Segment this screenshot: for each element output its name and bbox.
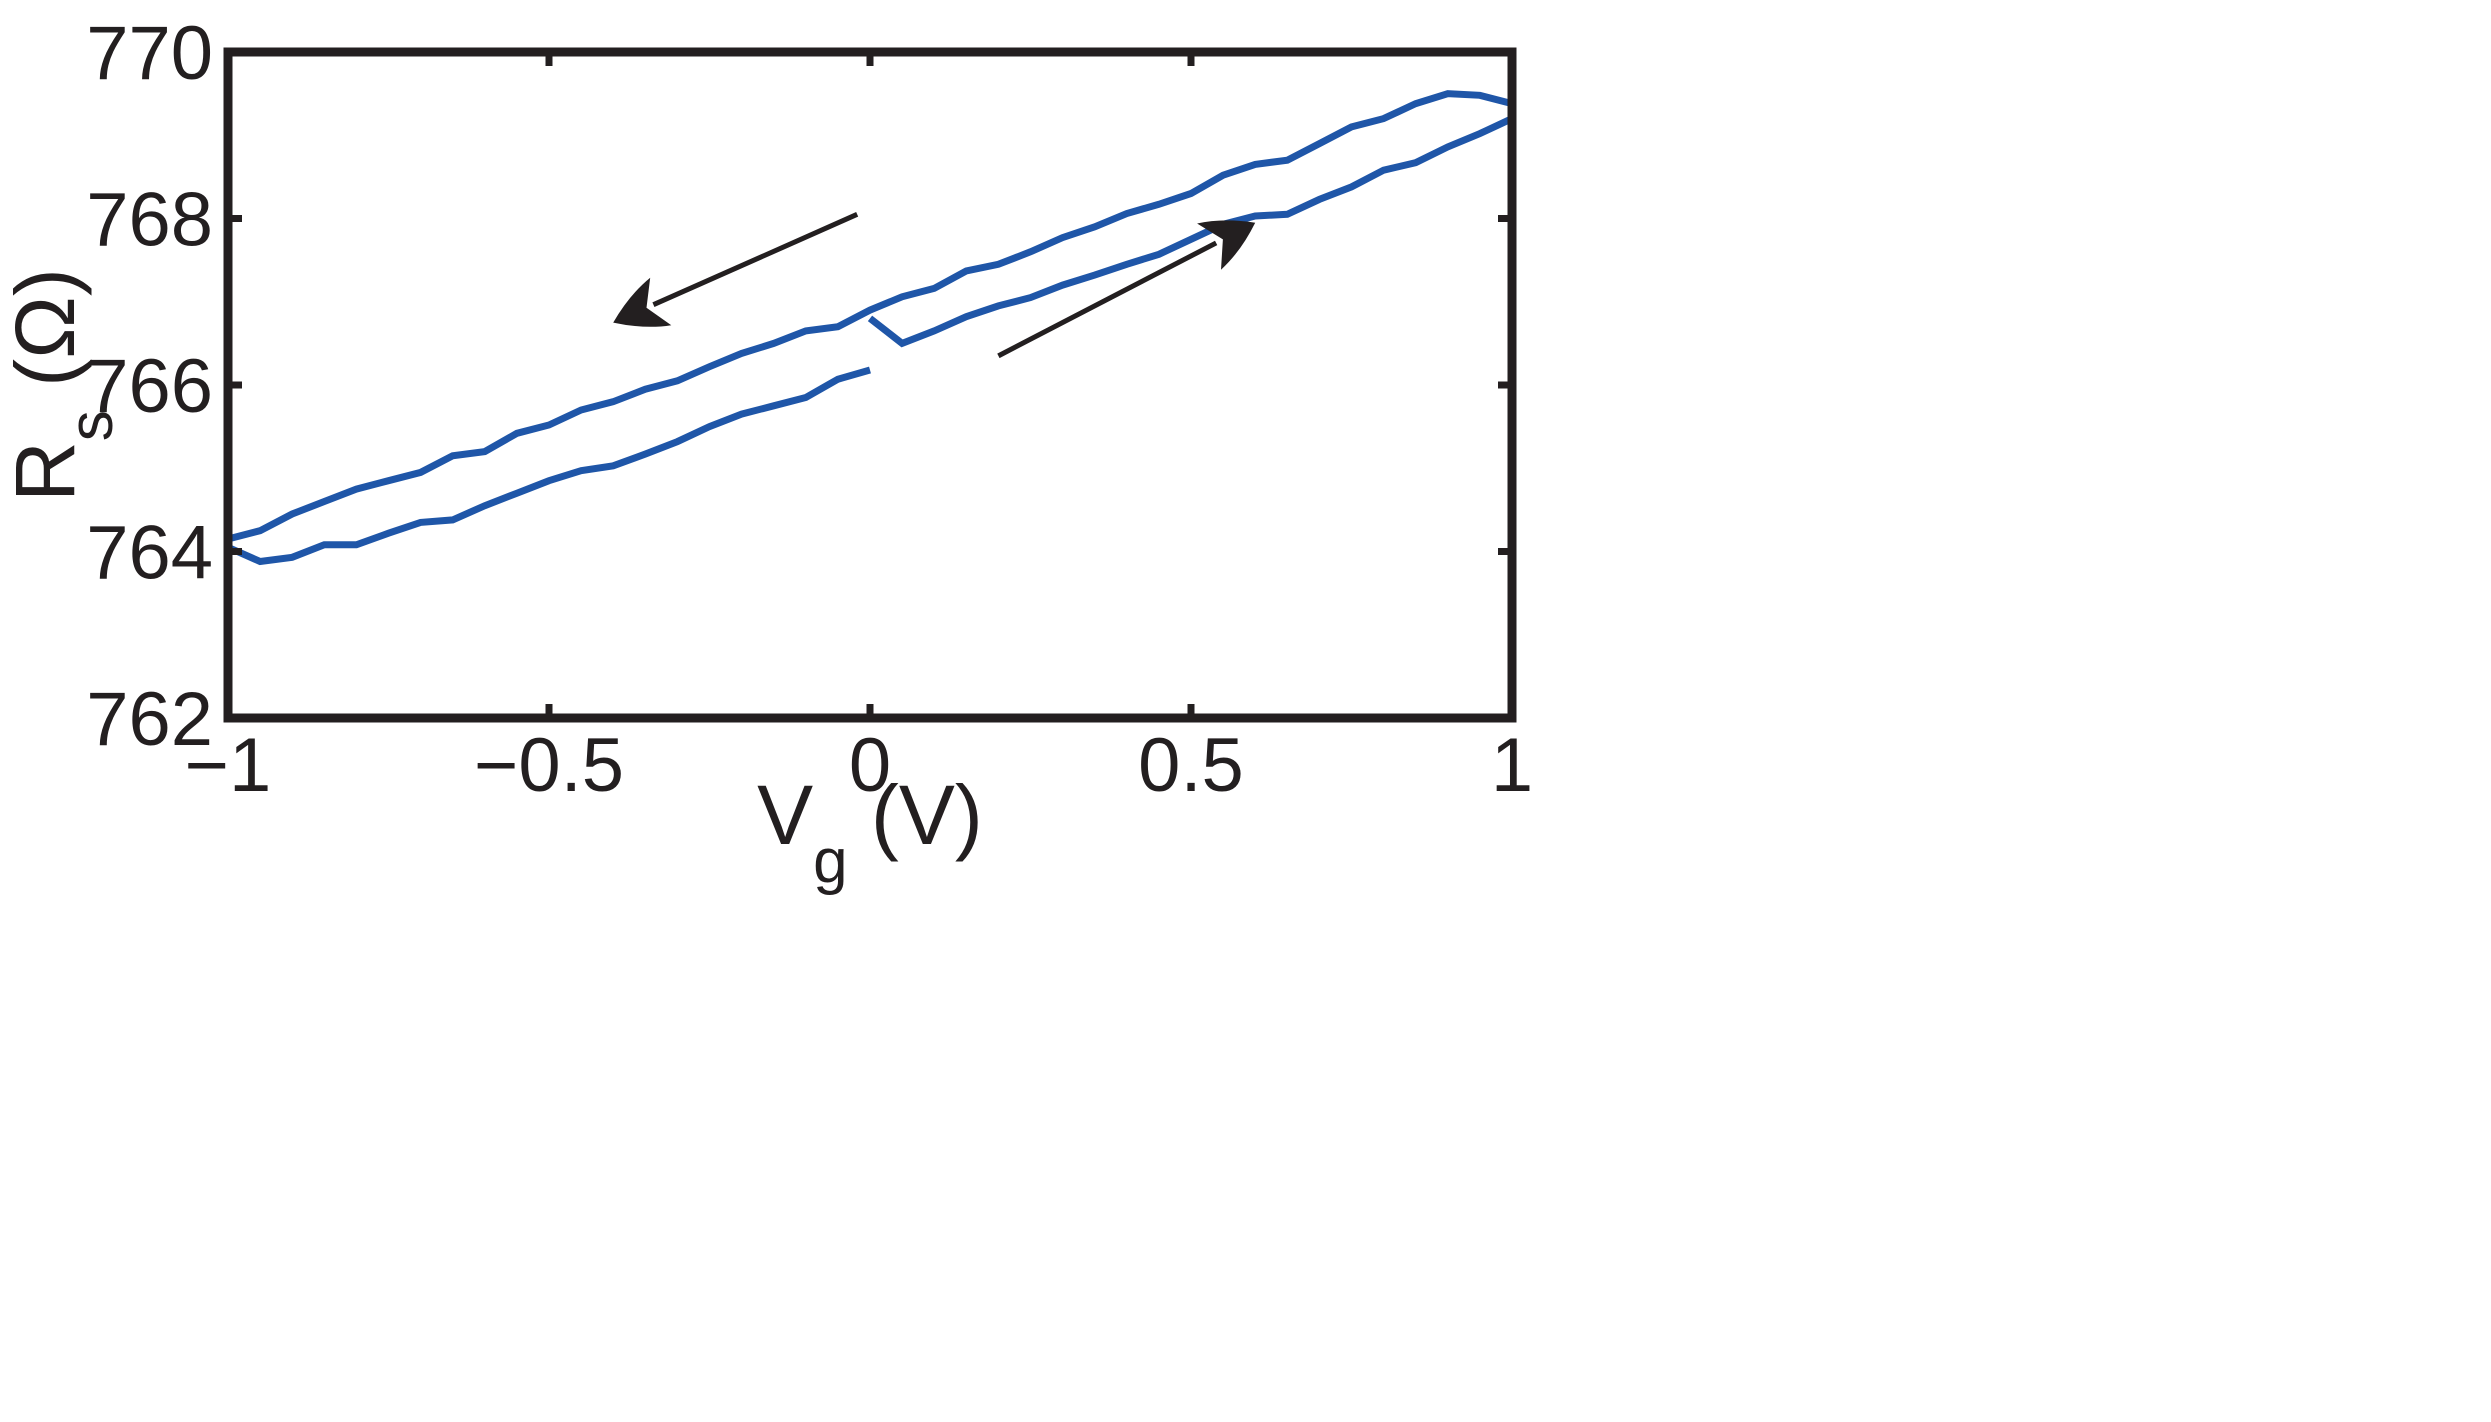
y-axis-label: Rs (Ω): [0, 268, 126, 502]
plot-frame: [223, 47, 1517, 723]
x-tick-label: 0: [849, 723, 891, 808]
y-tick-label: 762: [86, 677, 213, 762]
series-line-3: [226, 366, 871, 566]
y-axis-label-subscript: s: [57, 410, 126, 441]
arrow-head-backward: [613, 277, 672, 327]
series-line-2: [227, 90, 1513, 543]
series-line-1: [867, 115, 1514, 348]
arrow-layer: [613, 212, 1256, 359]
tick-layer: −1 −0.5 0 0.5 1 762 764 766 768 770: [86, 11, 1533, 808]
x-tick-label: −1: [185, 723, 272, 808]
arrow-shaft-forward: [997, 240, 1218, 359]
y-tick-label: 768: [86, 178, 213, 263]
y-axis-label-unit: (Ω): [0, 268, 92, 410]
arrow-head-forward: [1197, 220, 1256, 270]
x-axis-label-main: V: [757, 768, 813, 862]
y-axis-label-main: R: [0, 441, 92, 502]
x-axis-label-unit: (V): [848, 768, 983, 862]
y-tick-label: 766: [86, 344, 213, 429]
x-axis-label-subscript: g: [813, 827, 847, 896]
arrow-shaft-backward: [652, 212, 859, 308]
series-layer: [226, 90, 1514, 566]
y-tick-label: 764: [86, 511, 213, 596]
x-tick-label: −0.5: [474, 723, 624, 808]
y-tick-label: 770: [86, 11, 213, 96]
x-axis-label: Vg (V): [757, 768, 983, 896]
x-tick-label: 1: [1491, 723, 1533, 808]
x-tick-label: 0.5: [1138, 723, 1244, 808]
